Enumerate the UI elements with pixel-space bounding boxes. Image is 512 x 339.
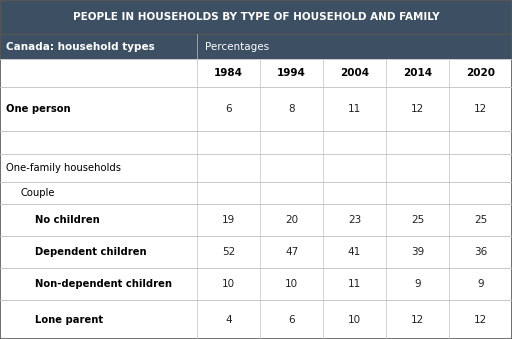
Text: 12: 12 <box>411 315 424 324</box>
Text: 52: 52 <box>222 247 235 257</box>
Text: 2004: 2004 <box>340 68 369 78</box>
Text: 11: 11 <box>348 279 361 289</box>
Text: 41: 41 <box>348 247 361 257</box>
Text: 25: 25 <box>411 215 424 225</box>
Text: Percentages: Percentages <box>205 42 269 52</box>
Bar <box>0 0 512 34</box>
Bar <box>0 300 512 339</box>
Text: Canada: household types: Canada: household types <box>6 42 155 52</box>
Text: 2020: 2020 <box>466 68 495 78</box>
Text: 23: 23 <box>348 215 361 225</box>
Text: 8: 8 <box>288 104 295 114</box>
Text: 1994: 1994 <box>277 68 306 78</box>
Text: 4: 4 <box>225 315 232 324</box>
Text: 19: 19 <box>222 215 235 225</box>
Text: 47: 47 <box>285 247 298 257</box>
Text: 20: 20 <box>285 215 298 225</box>
Text: 10: 10 <box>285 279 298 289</box>
Text: 12: 12 <box>411 104 424 114</box>
Text: 6: 6 <box>288 315 295 324</box>
Text: Dependent children: Dependent children <box>35 247 146 257</box>
Bar <box>0 87 512 132</box>
Text: 12: 12 <box>474 315 487 324</box>
Bar <box>0 268 512 300</box>
Text: 9: 9 <box>414 279 421 289</box>
Bar <box>0 154 512 182</box>
Text: PEOPLE IN HOUSEHOLDS BY TYPE OF HOUSEHOLD AND FAMILY: PEOPLE IN HOUSEHOLDS BY TYPE OF HOUSEHOL… <box>73 12 439 22</box>
Text: 9: 9 <box>477 279 484 289</box>
Text: Non-dependent children: Non-dependent children <box>35 279 172 289</box>
Text: 25: 25 <box>474 215 487 225</box>
Text: 12: 12 <box>474 104 487 114</box>
Text: 6: 6 <box>225 104 232 114</box>
Text: 39: 39 <box>411 247 424 257</box>
Text: 2014: 2014 <box>403 68 432 78</box>
Bar <box>0 236 512 268</box>
Bar <box>0 204 512 236</box>
Text: One-family households: One-family households <box>6 163 121 173</box>
Bar <box>0 59 512 87</box>
Text: 10: 10 <box>348 315 361 324</box>
Bar <box>0 34 512 59</box>
Text: 36: 36 <box>474 247 487 257</box>
Text: Lone parent: Lone parent <box>35 315 103 324</box>
Text: 10: 10 <box>222 279 235 289</box>
Text: No children: No children <box>35 215 99 225</box>
Text: 11: 11 <box>348 104 361 114</box>
Text: 1984: 1984 <box>214 68 243 78</box>
Bar <box>0 132 512 154</box>
Text: Couple: Couple <box>20 188 55 198</box>
Bar <box>0 182 512 204</box>
Text: One person: One person <box>6 104 71 114</box>
